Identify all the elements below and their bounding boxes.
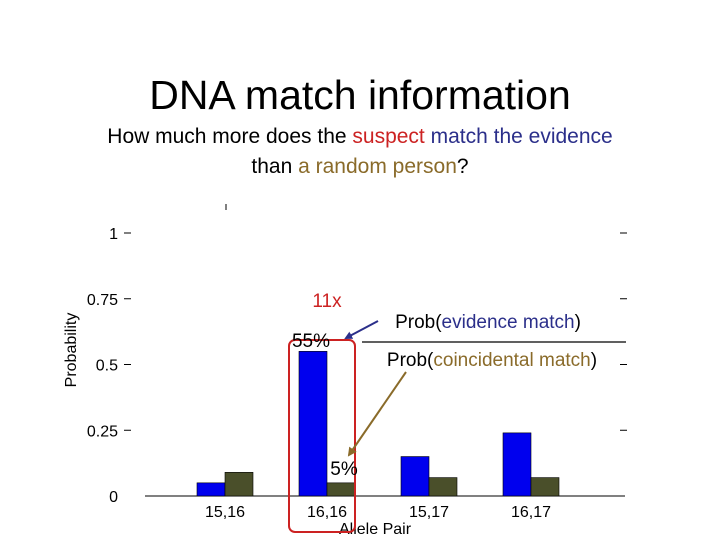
x-tick-label: 15,16	[205, 504, 245, 521]
x-tick-label: 15,17	[409, 504, 449, 521]
denominator-arrow	[347, 371, 407, 457]
bar-random	[530, 477, 560, 497]
y-tick-label: 0.75	[87, 292, 118, 309]
x-axis-label: Allele Pair	[339, 521, 412, 538]
slide-title: DNA match information	[149, 72, 571, 118]
bar-random	[224, 472, 254, 497]
denominator-suffix: )	[591, 350, 597, 371]
subtitle-suspect: suspect	[352, 125, 425, 148]
y-ticks: 0 0.25 0.5 0.75 1	[87, 226, 627, 506]
denominator-prefix: Prob(	[387, 350, 434, 371]
bar-suspect	[298, 351, 328, 497]
subtitle-part-1: How much more does the	[107, 125, 353, 148]
numerator-arrow	[344, 320, 379, 339]
slide-subtitle: How much more does the suspect match the…	[0, 122, 720, 182]
numerator-prefix: Prob(	[395, 312, 442, 333]
bar-suspect	[502, 432, 532, 497]
x-tick-label: 16,16	[307, 504, 347, 521]
ratio-label: 11x	[312, 291, 342, 312]
x-ticks: 15,16 16,16 15,17 16,17	[205, 504, 551, 521]
bar-suspect	[196, 482, 226, 497]
highlight-box	[288, 339, 356, 533]
numerator-colored: evidence match	[442, 312, 575, 333]
y-tick-label: 1	[109, 226, 118, 243]
x-tick-label: 16,17	[511, 504, 551, 521]
numerator-suffix: )	[575, 312, 581, 333]
bar-random	[428, 477, 458, 497]
subtitle-match: match the evidence	[430, 125, 613, 148]
y-tick-label: 0.25	[87, 423, 118, 440]
random-percent-label: 5%	[330, 459, 358, 480]
y-tick-label: 0.5	[96, 358, 118, 375]
bar-suspect	[400, 456, 430, 497]
numerator-text: Prob(evidence match)	[395, 312, 581, 333]
y-tick-label: 0	[109, 489, 118, 506]
denominator-colored: coincidental match	[433, 350, 590, 371]
subtitle-part-3: ?	[456, 155, 469, 178]
denominator-text: Prob(coincidental match)	[387, 350, 597, 371]
y-axis-label: Probability	[63, 313, 80, 388]
suspect-percent-label: 55%	[292, 331, 330, 352]
subtitle-random: a random person	[298, 155, 457, 178]
bars	[196, 351, 560, 497]
subtitle-part-2: than	[251, 155, 299, 178]
bar-random	[326, 482, 356, 497]
